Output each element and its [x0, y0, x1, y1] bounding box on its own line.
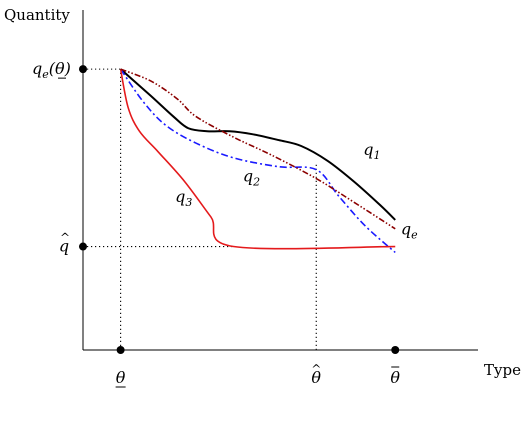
series-labels: q1 q2 q3 qe: [175, 140, 418, 242]
markers: [79, 65, 400, 354]
y-tick-qe_theta: qe(θ): [32, 59, 71, 81]
x-tick-theta_hat: θ: [311, 368, 321, 387]
series-label-q3: q3: [175, 187, 192, 209]
tick-labels: θ θ^ θqe(θ)q^: [32, 59, 400, 388]
x-axis-label: Type: [484, 361, 521, 379]
marker-dot-0: [116, 346, 125, 354]
marker-dot-3: [79, 242, 87, 251]
series-label-q2: q2: [243, 166, 260, 188]
x-tick-theta_bar: θ: [390, 368, 400, 387]
x-tick-theta_hat-hat: ^: [311, 362, 321, 376]
x-tick-theta_low: θ: [116, 368, 126, 387]
y-tick-q_hat-hat: ^: [60, 231, 70, 245]
y-axis-label: Quantity: [4, 6, 70, 24]
series-label-q1: q1: [363, 140, 380, 162]
y-tick-q_hat: q: [59, 237, 69, 256]
marker-dot-2: [79, 65, 87, 74]
series-q2-line: [119, 68, 396, 254]
marker-dot-1: [391, 346, 400, 354]
series-group: [119, 68, 396, 254]
series-qe-line: [120, 68, 396, 230]
series-q1-line: [119, 68, 396, 221]
series-label-qe: qe: [401, 220, 418, 242]
reference-lines: [83, 68, 317, 350]
series-q3-line: [119, 68, 396, 250]
